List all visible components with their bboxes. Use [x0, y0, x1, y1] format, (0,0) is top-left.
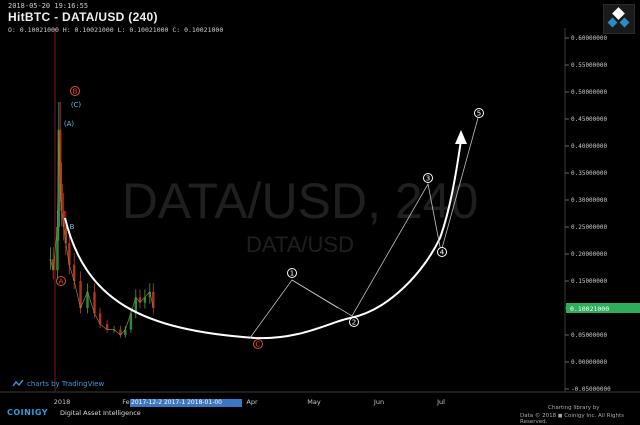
candle-body [124, 329, 127, 335]
wave-label-3: 3 [426, 175, 430, 183]
time-tick-label: 2018 [54, 398, 71, 406]
price-tick-label: 0.30000000 [571, 197, 608, 204]
price-tick-label: 0.50000000 [571, 89, 608, 96]
time-range-label: 2017-12-2 2017-1 2018-01-00 [131, 399, 222, 406]
candle-body [105, 324, 109, 330]
candle-body [73, 264, 76, 281]
wave-circle-c [253, 339, 263, 349]
candle-body [68, 243, 71, 265]
wave-label-5: 5 [477, 110, 481, 118]
price-tick-label: 0.55000000 [571, 62, 608, 69]
price-tick-label: 0.45000000 [571, 116, 608, 123]
candle-body [59, 129, 62, 184]
price-tick-label: 0.20000000 [571, 251, 608, 258]
candle-body [152, 291, 155, 308]
wave-circle-2 [349, 317, 359, 327]
wave-label-4: 4 [440, 249, 445, 257]
candle-body [148, 291, 151, 298]
wave-circle-5 [474, 108, 484, 118]
price-tick-label: 0.00000000 [571, 359, 608, 366]
time-tick-label: Jul [436, 398, 445, 406]
price-tick-label: 0.35000000 [571, 170, 608, 177]
candle-body [138, 297, 142, 303]
candle-body [112, 329, 116, 331]
watermark-symbol: DATA/USD, 240 [122, 173, 479, 229]
chart-title: HitBTC - DATA/USD (240) [8, 10, 158, 24]
coinigy-logo-icon [603, 4, 635, 34]
price-line [50, 129, 154, 336]
candle-body [56, 227, 59, 271]
wave-circle-a [56, 276, 66, 286]
wave-circle-b [70, 86, 80, 96]
coinigy-tagline: Digital Asset Intelligence [60, 409, 141, 417]
candle-body [119, 329, 122, 335]
wave-circle-4 [437, 247, 447, 257]
timestamp: 2018-05-20 19:16:55 [8, 2, 89, 10]
time-tick-label: Apr [246, 398, 258, 406]
wave-label-paren-a: (A) [64, 120, 75, 128]
candle-body [57, 129, 60, 227]
price-tick-label: 0.15000000 [571, 278, 608, 285]
wave-label-b-blue: B [70, 223, 75, 231]
price-tick-label: 0.60000000 [571, 35, 608, 42]
candle-body [86, 291, 89, 308]
charting-library-credit[interactable]: Charting library by [548, 405, 600, 411]
time-tick-label: Fe [122, 398, 129, 406]
wave-label-c: C [256, 341, 261, 349]
candle-body [60, 183, 63, 211]
candle-body [93, 291, 96, 314]
candle-body [143, 297, 147, 303]
wave-label-1: 1 [290, 270, 294, 278]
wave-label-2: 2 [352, 319, 356, 327]
price-tick-label: 0.40000000 [571, 143, 608, 150]
candle-body [52, 259, 55, 271]
wave-label-a: A [59, 278, 64, 286]
candle-body [62, 210, 65, 227]
price-axis[interactable]: 0.60000000 0.55000000 0.50000000 0.45000000… [565, 35, 611, 393]
last-price-tag [566, 303, 640, 313]
coinigy-brand[interactable]: COINIGY [7, 408, 49, 417]
ohlc-readout: O: 0.10021000 H: 0.10021000 L: 0.1002100… [8, 26, 224, 34]
arrow-head-icon [455, 130, 467, 144]
price-tick-label: 0.05000000 [571, 332, 608, 339]
candle-body [134, 297, 137, 314]
time-range-highlight [130, 399, 242, 407]
wave-label-b: B [73, 88, 78, 96]
wave-count-line-b [291, 279, 339, 309]
candle-body [64, 227, 67, 244]
wave-count-lines [249, 117, 479, 339]
price-tick-label: 0.25000000 [571, 224, 608, 231]
candle-body [98, 313, 102, 325]
candle-body [129, 313, 133, 330]
cup-curve-annotation [64, 139, 462, 340]
watermark-sub: DATA/USD [246, 232, 354, 257]
wave-label-paren-c: (C) [71, 101, 82, 109]
time-tick-label: May [307, 398, 321, 406]
time-axis[interactable]: 2018 Fe Apr May Jun Jul [54, 398, 445, 406]
price-series [49, 101, 155, 338]
tradingview-icon [12, 379, 24, 387]
data-copyright: Data © 2018 ◼ Coinigy Inc. All Rights Re… [520, 413, 624, 425]
tradingview-credit-link[interactable]: charts by TradingView [27, 380, 105, 388]
time-tick-label: Jun [373, 398, 384, 406]
last-price-label: 0.10021000 [570, 305, 609, 313]
wave-circle-1 [287, 268, 297, 278]
wave-circle-3 [423, 173, 433, 183]
price-tick-label: -0.05000000 [571, 386, 611, 393]
candle-body [79, 281, 82, 308]
